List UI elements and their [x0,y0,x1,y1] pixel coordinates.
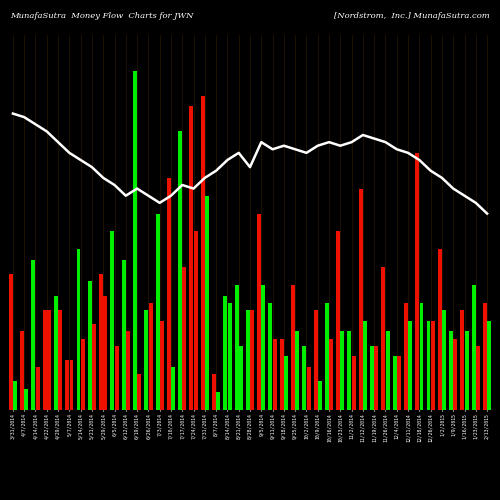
Bar [408,320,412,410]
Bar [114,346,118,410]
Bar [336,232,340,410]
Bar [464,332,468,410]
Bar [32,260,36,410]
Bar [110,232,114,410]
Bar [138,374,141,410]
Bar [262,285,266,410]
Bar [382,267,386,410]
Bar [370,346,374,410]
Bar [472,285,476,410]
Bar [431,320,435,410]
Bar [386,332,390,410]
Bar [160,320,164,410]
Bar [438,250,442,410]
Bar [280,338,283,410]
Bar [133,70,137,410]
Bar [284,356,288,410]
Bar [272,338,276,410]
Bar [246,310,250,410]
Bar [325,303,329,410]
Bar [104,296,108,410]
Bar [122,260,126,410]
Bar [291,285,295,410]
Bar [250,310,254,410]
Bar [36,367,40,410]
Bar [47,310,51,410]
Bar [99,274,103,410]
Bar [476,346,480,410]
Bar [460,310,464,410]
Bar [144,310,148,410]
Bar [24,388,28,410]
Bar [359,188,362,410]
Bar [88,282,92,410]
Bar [42,310,46,410]
Bar [488,320,491,410]
Bar [363,320,367,410]
Bar [65,360,69,410]
Bar [81,338,85,410]
Bar [239,346,243,410]
Bar [216,392,220,410]
Bar [318,382,322,410]
Bar [404,303,408,410]
Bar [20,332,24,410]
Bar [296,332,300,410]
Bar [454,338,458,410]
Bar [397,356,401,410]
Bar [212,374,216,410]
Bar [426,320,430,410]
Bar [234,285,238,410]
Bar [449,332,453,410]
Bar [348,332,352,410]
Bar [302,346,306,410]
Bar [483,303,487,410]
Bar [70,360,73,410]
Bar [329,338,333,410]
Bar [190,106,194,410]
Bar [257,214,261,410]
Bar [148,303,152,410]
Bar [178,132,182,410]
Bar [224,296,227,410]
Bar [200,96,204,410]
Bar [415,153,419,410]
Bar [54,296,58,410]
Bar [194,232,198,410]
Bar [167,178,171,410]
Bar [92,324,96,410]
Bar [392,356,396,410]
Bar [420,303,424,410]
Bar [268,303,272,410]
Bar [205,196,209,410]
Bar [76,250,80,410]
Bar [314,310,318,410]
Bar [374,346,378,410]
Bar [182,267,186,410]
Bar [156,214,160,410]
Bar [9,274,13,410]
Bar [306,367,310,410]
Bar [171,367,175,410]
Bar [126,332,130,410]
Text: MunafaSutra  Money Flow  Charts for JWN: MunafaSutra Money Flow Charts for JWN [10,12,194,20]
Bar [442,310,446,410]
Bar [58,310,62,410]
Bar [352,356,356,410]
Bar [13,382,17,410]
Bar [340,332,344,410]
Text: [Nordstrom,  Inc.] MunafaSutra.com: [Nordstrom, Inc.] MunafaSutra.com [334,12,490,20]
Bar [228,303,232,410]
